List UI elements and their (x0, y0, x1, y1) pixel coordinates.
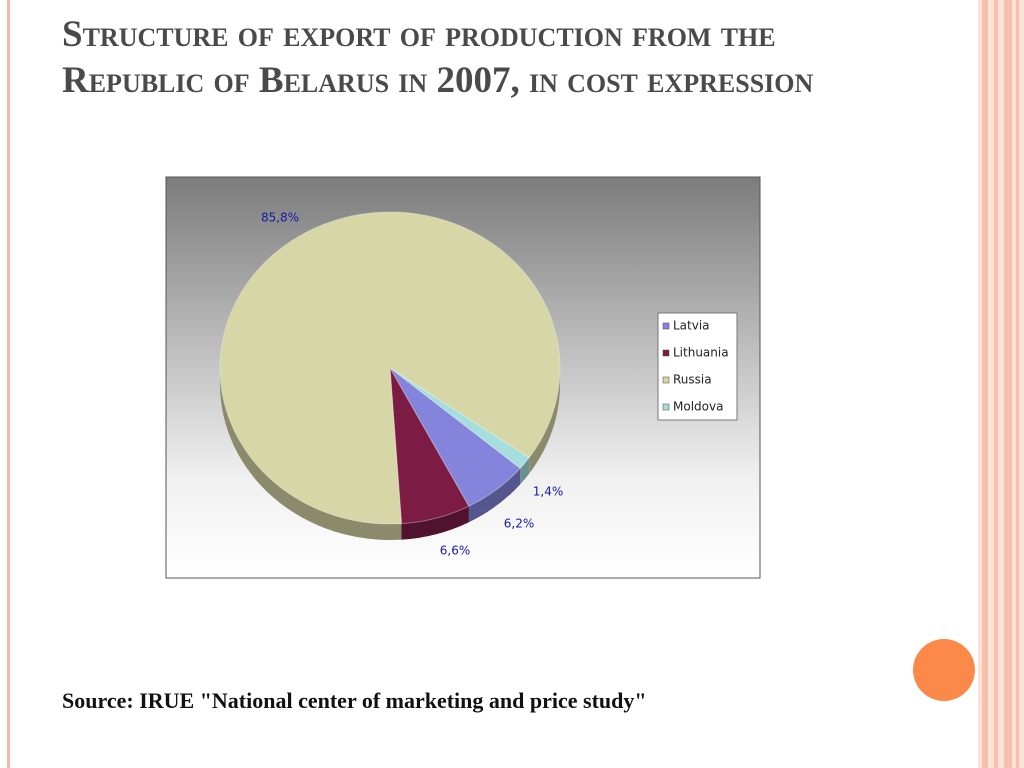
pie-side-shade (520, 457, 530, 485)
legend-swatch (662, 403, 670, 411)
pie-slice (389, 367, 521, 507)
data-label: 85,8% (261, 211, 299, 225)
pie-side (468, 468, 521, 523)
legend-swatch (662, 322, 670, 330)
legend-box (657, 312, 738, 421)
legend-swatch (662, 376, 670, 384)
legend-label: Moldova (673, 400, 723, 414)
right-stripe (1004, 0, 1012, 768)
right-stripe (982, 0, 988, 768)
pie-side (401, 506, 469, 540)
pie-side-shade (468, 468, 521, 523)
pie-side (529, 368, 560, 474)
pie-slice (389, 367, 530, 470)
left-rule (7, 0, 10, 768)
data-label: 1,4% (533, 485, 564, 499)
data-label: 6,2% (504, 517, 535, 531)
legend-label: Lithuania (673, 346, 729, 360)
data-label: 6,6% (440, 544, 471, 558)
legend-label: Russia (673, 373, 712, 387)
pie-side (520, 457, 530, 485)
pie-side-shade (529, 368, 560, 474)
legend-label: Latvia (673, 319, 710, 333)
orange-dot (913, 639, 975, 701)
pie-slice (389, 367, 470, 525)
right-stripe (994, 0, 998, 768)
pie-slice (219, 211, 561, 525)
source-note: Source: IRUE "National center of marketi… (62, 688, 647, 713)
right-stripe (1016, 0, 1019, 768)
pie-side-shade (401, 506, 469, 540)
slide-title: Structure of export of production from t… (62, 14, 814, 101)
legend-swatch (662, 349, 670, 357)
